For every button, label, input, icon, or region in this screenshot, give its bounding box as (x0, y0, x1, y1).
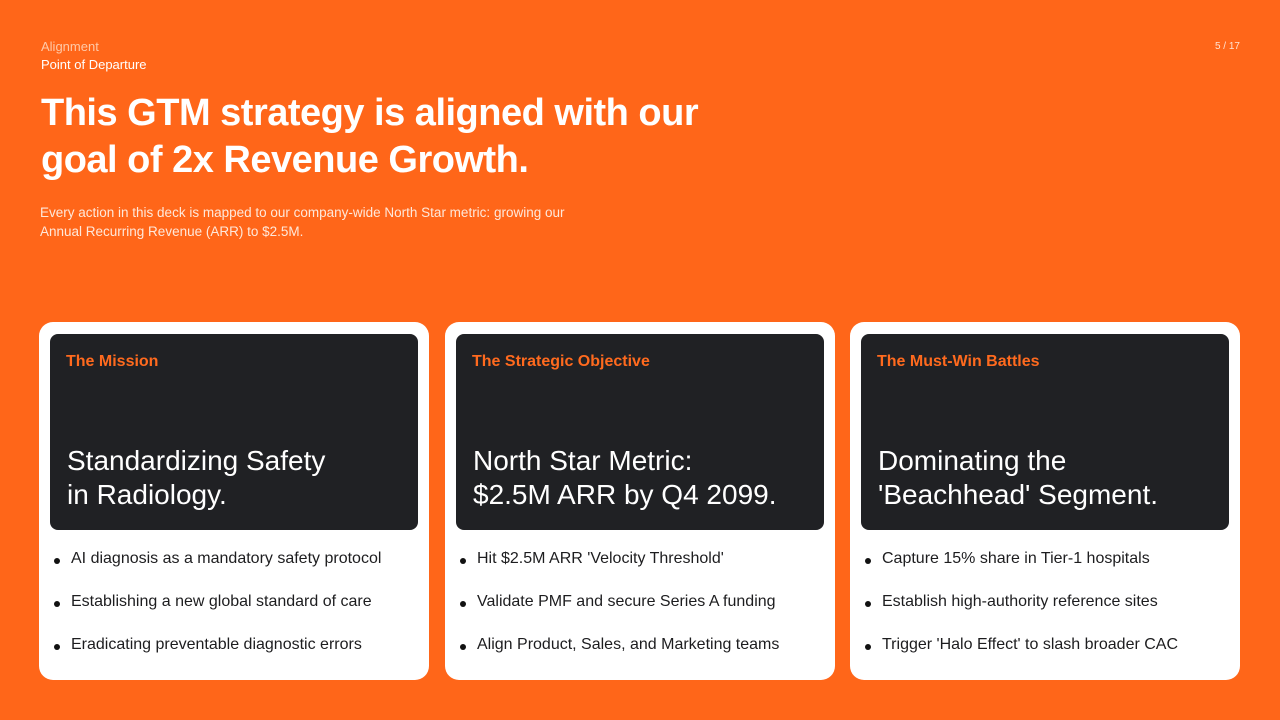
list-item-text: Establishing a new global standard of ca… (71, 593, 372, 610)
card-headline-line: $2.5M ARR by Q4 2099. (473, 479, 777, 510)
bullet-icon (54, 601, 60, 607)
section-name: Point of Departure (41, 57, 147, 72)
list-item: Eradicating preventable diagnostic error… (54, 636, 418, 679)
list-item: Establish high-authority reference sites (865, 593, 1229, 636)
card-headline-line: 'Beachhead' Segment. (878, 479, 1158, 510)
bullet-icon (54, 558, 60, 564)
card: The Mission Standardizing Safety in Radio… (39, 322, 429, 680)
bullet-icon (865, 601, 871, 607)
bullet-icon (460, 644, 466, 650)
list-item: AI diagnosis as a mandatory safety proto… (54, 550, 418, 593)
list-item-text: Validate PMF and secure Series A funding (477, 593, 776, 610)
card-label: The Strategic Objective (472, 353, 650, 370)
bullet-list: Hit $2.5M ARR 'Velocity Threshold' Valida… (456, 550, 824, 679)
bullet-icon (865, 644, 871, 650)
bullet-icon (460, 601, 466, 607)
page-title: This GTM strategy is aligned with our go… (41, 92, 699, 181)
kicker: Alignment (41, 39, 99, 54)
card-label: The Must-Win Battles (877, 353, 1040, 370)
card-panel: The Mission Standardizing Safety in Radio… (50, 334, 418, 530)
card: The Strategic Objective North Star Metri… (445, 322, 835, 680)
list-item: Hit $2.5M ARR 'Velocity Threshold' (460, 550, 824, 593)
card-panel: The Strategic Objective North Star Metri… (456, 334, 824, 530)
bullet-list: Capture 15% share in Tier-1 hospitals Est… (861, 550, 1229, 679)
list-item: Trigger 'Halo Effect' to slash broader C… (865, 636, 1229, 679)
card-headline: Standardizing Safety in Radiology. (67, 444, 325, 512)
list-item: Validate PMF and secure Series A funding (460, 593, 824, 636)
page-number: 5 / 17 (1214, 41, 1240, 52)
subtitle: Every action in this deck is mapped to o… (40, 205, 565, 239)
card-headline-line: Dominating the (878, 445, 1067, 476)
card-label: The Mission (66, 353, 159, 370)
list-item-text: Capture 15% share in Tier-1 hospitals (882, 550, 1150, 567)
bullet-icon (865, 558, 871, 564)
list-item-text: Trigger 'Halo Effect' to slash broader C… (882, 636, 1179, 653)
list-item-text: Eradicating preventable diagnostic error… (71, 636, 362, 653)
list-item-text: AI diagnosis as a mandatory safety proto… (71, 550, 382, 567)
bullet-icon (54, 644, 60, 650)
bullet-list: AI diagnosis as a mandatory safety proto… (50, 550, 418, 679)
list-item: Align Product, Sales, and Marketing team… (460, 636, 824, 679)
card-headline: Dominating the 'Beachhead' Segment. (878, 444, 1158, 512)
list-item-text: Hit $2.5M ARR 'Velocity Threshold' (477, 550, 724, 567)
card-headline-line: North Star Metric: (473, 445, 693, 476)
card-headline-line: in Radiology. (67, 479, 227, 510)
card-headline: North Star Metric: $2.5M ARR by Q4 2099. (473, 444, 777, 512)
list-item: Establishing a new global standard of ca… (54, 593, 418, 636)
list-item-text: Align Product, Sales, and Marketing team… (477, 636, 780, 653)
card-headline-line: Standardizing Safety (67, 445, 326, 476)
card-panel: The Must-Win Battles Dominating the 'Beac… (861, 334, 1229, 530)
list-item-text: Establish high-authority reference sites (882, 593, 1158, 610)
card: The Must-Win Battles Dominating the 'Beac… (850, 322, 1240, 680)
list-item: Capture 15% share in Tier-1 hospitals (865, 550, 1229, 593)
bullet-icon (460, 558, 466, 564)
